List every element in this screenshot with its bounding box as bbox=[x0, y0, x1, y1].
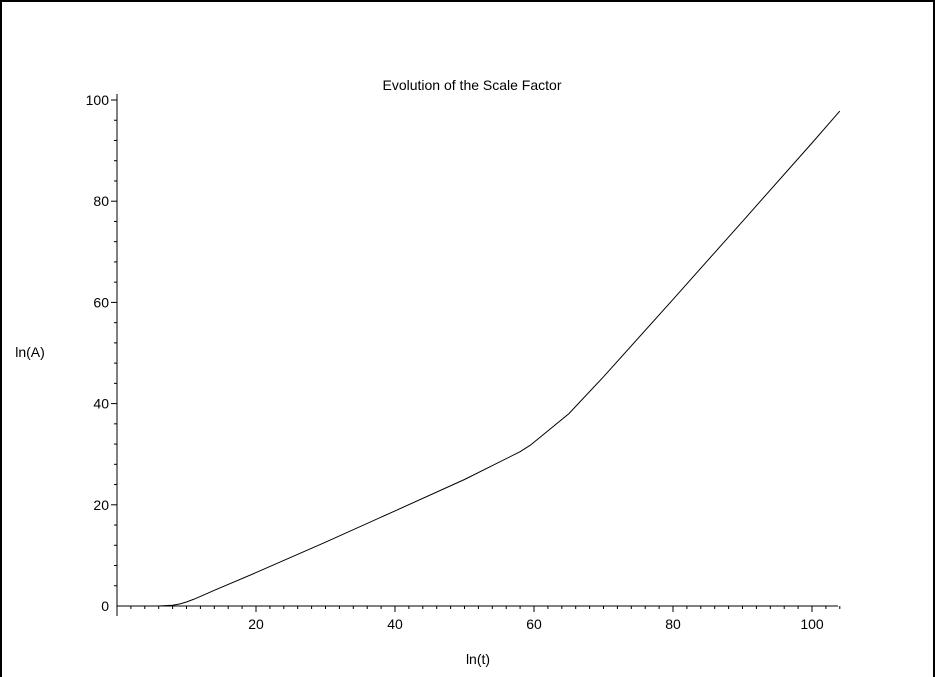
y-tick-label: 40 bbox=[93, 396, 109, 412]
y-axis-label: ln(A) bbox=[15, 344, 45, 360]
x-axis-label: ln(t) bbox=[466, 651, 490, 667]
y-tick-label: 100 bbox=[86, 92, 110, 108]
chart-title: Evolution of the Scale Factor bbox=[383, 77, 562, 93]
y-tick-label: 20 bbox=[93, 497, 109, 513]
x-tick-label: 40 bbox=[387, 616, 403, 632]
y-tick-label: 80 bbox=[93, 193, 109, 209]
y-tick-label: 0 bbox=[101, 598, 109, 614]
x-tick-label: 20 bbox=[248, 616, 264, 632]
x-tick-label: 80 bbox=[665, 616, 681, 632]
x-tick-label: 60 bbox=[526, 616, 542, 632]
series-layer bbox=[117, 110, 841, 607]
series-line bbox=[117, 110, 841, 607]
axes bbox=[116, 94, 838, 616]
y-tick-label: 60 bbox=[93, 294, 109, 310]
x-tick-label: 100 bbox=[800, 616, 824, 632]
ticks: 20 40 60 80 100 0 20 40 60 80 100 bbox=[86, 92, 841, 632]
